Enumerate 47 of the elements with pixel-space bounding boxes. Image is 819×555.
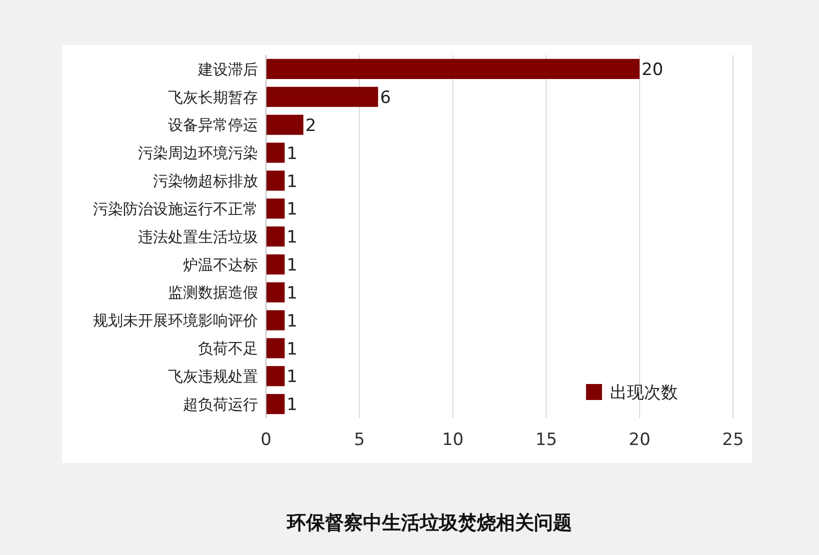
data-label: 1 — [286, 283, 298, 304]
data-label: 20 — [642, 60, 664, 80]
bar — [266, 254, 285, 274]
bar — [266, 338, 285, 358]
y-tick-label: 设备异常停运 — [168, 116, 258, 134]
y-tick-label: 监测数据造假 — [168, 284, 258, 302]
bar — [266, 394, 285, 414]
data-label: 1 — [286, 228, 298, 248]
data-label: 1 — [286, 256, 298, 276]
data-label: 2 — [305, 116, 316, 136]
text: 环保督察中生活垃圾焚烧相关问题 — [286, 512, 572, 534]
data-label: 6 — [380, 88, 391, 108]
bar — [266, 58, 640, 80]
y-tick-label: 污染防治设施运行不正常 — [93, 200, 258, 218]
x-tick-label: 25 — [722, 430, 744, 450]
bar — [266, 366, 285, 386]
bar — [266, 86, 378, 107]
bar — [266, 142, 285, 163]
x-tick-label: 15 — [535, 430, 558, 450]
data-label: 1 — [286, 144, 298, 164]
data-label: 1 — [286, 339, 298, 360]
bar — [266, 226, 285, 247]
y-tick-label: 飞灰违规处置 — [168, 368, 258, 386]
x-tick-label: 0 — [260, 430, 272, 450]
data-label: 1 — [286, 172, 298, 192]
y-tick-label: 规划未开展环境影响评价 — [93, 312, 258, 330]
y-tick-label: 负荷不足 — [198, 340, 258, 358]
y-tick-label: 炉温不达标 — [183, 256, 258, 274]
y-tick-label: 建设滞后 — [197, 60, 258, 78]
y-tick-label: 超负荷运行 — [183, 395, 258, 414]
y-tick-label: 飞灰长期暂存 — [168, 88, 258, 106]
bar — [266, 114, 304, 135]
bar — [266, 170, 285, 191]
bar — [266, 310, 285, 330]
y-tick-label: 违法处置生活垃圾 — [138, 228, 258, 246]
data-label: 1 — [286, 395, 298, 416]
data-label: 1 — [286, 367, 298, 388]
y-tick-label: 污染周边环境污染 — [138, 144, 258, 162]
data-label: 1 — [286, 200, 298, 220]
bar — [266, 198, 285, 219]
legend-label: 出现次数 — [610, 383, 678, 404]
data-label: 1 — [286, 311, 298, 332]
x-tick-label: 20 — [628, 430, 650, 450]
y-tick-label: 污染物超标排放 — [153, 172, 258, 190]
x-tick-label: 10 — [442, 430, 464, 450]
bar — [266, 282, 285, 302]
x-tick-label: 5 — [354, 430, 365, 450]
